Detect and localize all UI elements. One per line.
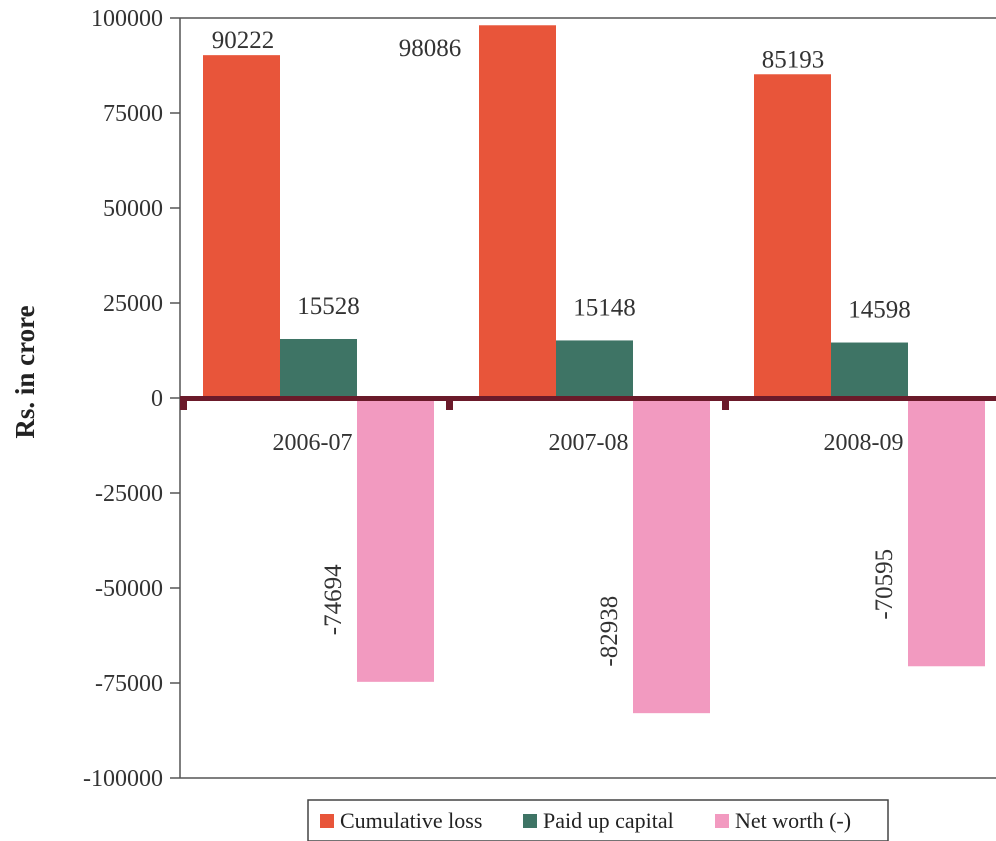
x-category-label: 2007-08 xyxy=(549,430,629,456)
data-label-cumulative-loss: 85193 xyxy=(762,46,825,73)
legend-label: Cumulative loss xyxy=(340,808,482,833)
legend-label: Paid up capital xyxy=(543,808,674,833)
data-label-cumulative-loss: 90222 xyxy=(212,27,275,54)
y-tick-label: 0 xyxy=(151,386,163,412)
data-label-paid-up-capital: 15148 xyxy=(573,294,636,321)
y-tick-label: -75000 xyxy=(95,671,163,697)
bar-paid-up-capital xyxy=(280,338,357,398)
data-label-net-worth: -74694 xyxy=(320,564,347,635)
data-label-cumulative-loss: 98086 xyxy=(399,35,462,62)
legend-swatch xyxy=(715,814,729,828)
data-label-paid-up-capital: 15528 xyxy=(297,293,360,320)
bar-net-worth xyxy=(908,398,985,667)
legend-swatch xyxy=(320,814,334,828)
category-divider-tick xyxy=(180,398,187,410)
y-tick-label: -25000 xyxy=(95,481,163,507)
legend-box xyxy=(307,799,889,841)
axes: 100000 75000 50000 25000 0 -25000 -50000 -75000… xyxy=(83,6,996,792)
y-axis-title: Rs. in crore xyxy=(10,305,40,438)
bars xyxy=(203,25,985,714)
y-tick-label: -50000 xyxy=(95,576,163,602)
y-tick-label: 25000 xyxy=(103,291,163,317)
data-label-net-worth: -70595 xyxy=(871,549,898,620)
bar-paid-up-capital xyxy=(831,342,908,398)
bar-paid-up-capital xyxy=(556,340,633,398)
y-tick-label: 75000 xyxy=(103,101,163,127)
legend: Cumulative loss Paid up capital Net worth … xyxy=(307,799,889,841)
bar-net-worth xyxy=(633,398,710,714)
legend-label: Net worth (-) xyxy=(735,808,851,833)
y-tick-label: 100000 xyxy=(91,6,163,32)
x-category-label: 2008-09 xyxy=(824,430,904,456)
data-label-net-worth: -82938 xyxy=(596,596,623,667)
y-tick-label: 50000 xyxy=(103,196,163,222)
zero-line-group xyxy=(180,396,996,410)
bar-cumulative-loss xyxy=(479,25,556,399)
y-tick-label: -100000 xyxy=(83,766,163,792)
data-labels: 90222 98086 85193 15528 15148 14598 -74694 -829… xyxy=(212,27,911,666)
data-label-paid-up-capital: 14598 xyxy=(848,297,911,324)
bar-net-worth xyxy=(357,398,434,682)
category-labels: 2006-07 2007-08 2008-09 xyxy=(273,430,904,456)
bar-cumulative-loss xyxy=(754,74,831,398)
zero-line xyxy=(180,396,996,401)
legend-swatch xyxy=(523,814,537,828)
bar-cumulative-loss xyxy=(203,55,280,398)
category-divider-tick xyxy=(722,398,729,410)
category-divider-tick xyxy=(446,398,453,410)
x-category-label: 2006-07 xyxy=(273,430,353,456)
